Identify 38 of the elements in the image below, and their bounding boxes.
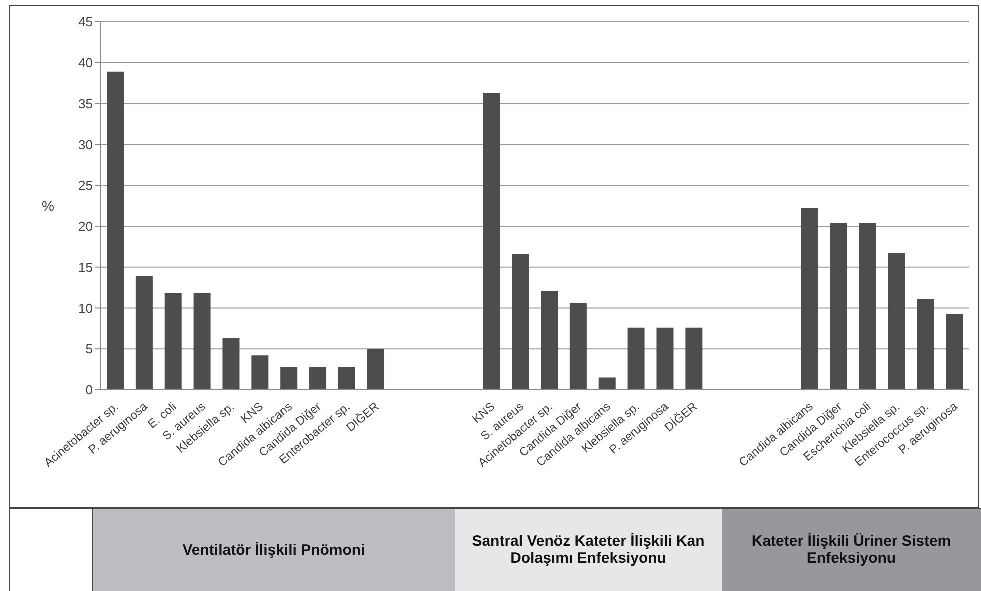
- y-tick-label: 25: [78, 178, 93, 194]
- y-tick-label: 20: [78, 219, 93, 234]
- bar: [136, 276, 153, 390]
- y-tick-label: 15: [78, 260, 93, 275]
- bar: [164, 294, 182, 390]
- bar: [628, 328, 645, 390]
- bar: [656, 328, 674, 390]
- bar: [252, 356, 269, 390]
- y-tick-label: 5: [86, 342, 93, 357]
- bar: [338, 367, 356, 390]
- bar: [483, 93, 500, 390]
- text: Ventilatör İlişkili Pnömoni: [93, 508, 455, 591]
- y-axis-title: %: [42, 198, 54, 214]
- y-tick-label: 0: [86, 382, 93, 398]
- bar: [541, 291, 558, 390]
- text: Kateter İlişkili Üriner Sistem Enfeksiyonu: [722, 508, 981, 591]
- bar: [830, 223, 848, 390]
- bar: [888, 253, 906, 390]
- bar: [107, 72, 124, 390]
- y-tick-label: 40: [78, 56, 93, 71]
- text: Santral Venöz Kateter İlişkili Kan Dolaşımı Enfeksiyonu: [455, 508, 722, 591]
- bar: [859, 223, 876, 390]
- bar: [194, 294, 211, 390]
- bar: [946, 314, 964, 390]
- y-tick-label: 10: [78, 300, 93, 316]
- bar: [598, 378, 616, 390]
- bar: [280, 367, 298, 390]
- bar: [801, 208, 818, 390]
- y-tick-label: 35: [78, 96, 93, 112]
- bar: [512, 254, 530, 390]
- y-tick-label: 30: [78, 137, 93, 152]
- bar: [570, 303, 587, 390]
- y-tick-label: 45: [78, 14, 93, 30]
- bar: [917, 299, 934, 390]
- bar: [367, 349, 384, 390]
- bar: [310, 367, 327, 390]
- bar: [686, 328, 703, 390]
- bar: [222, 338, 240, 390]
